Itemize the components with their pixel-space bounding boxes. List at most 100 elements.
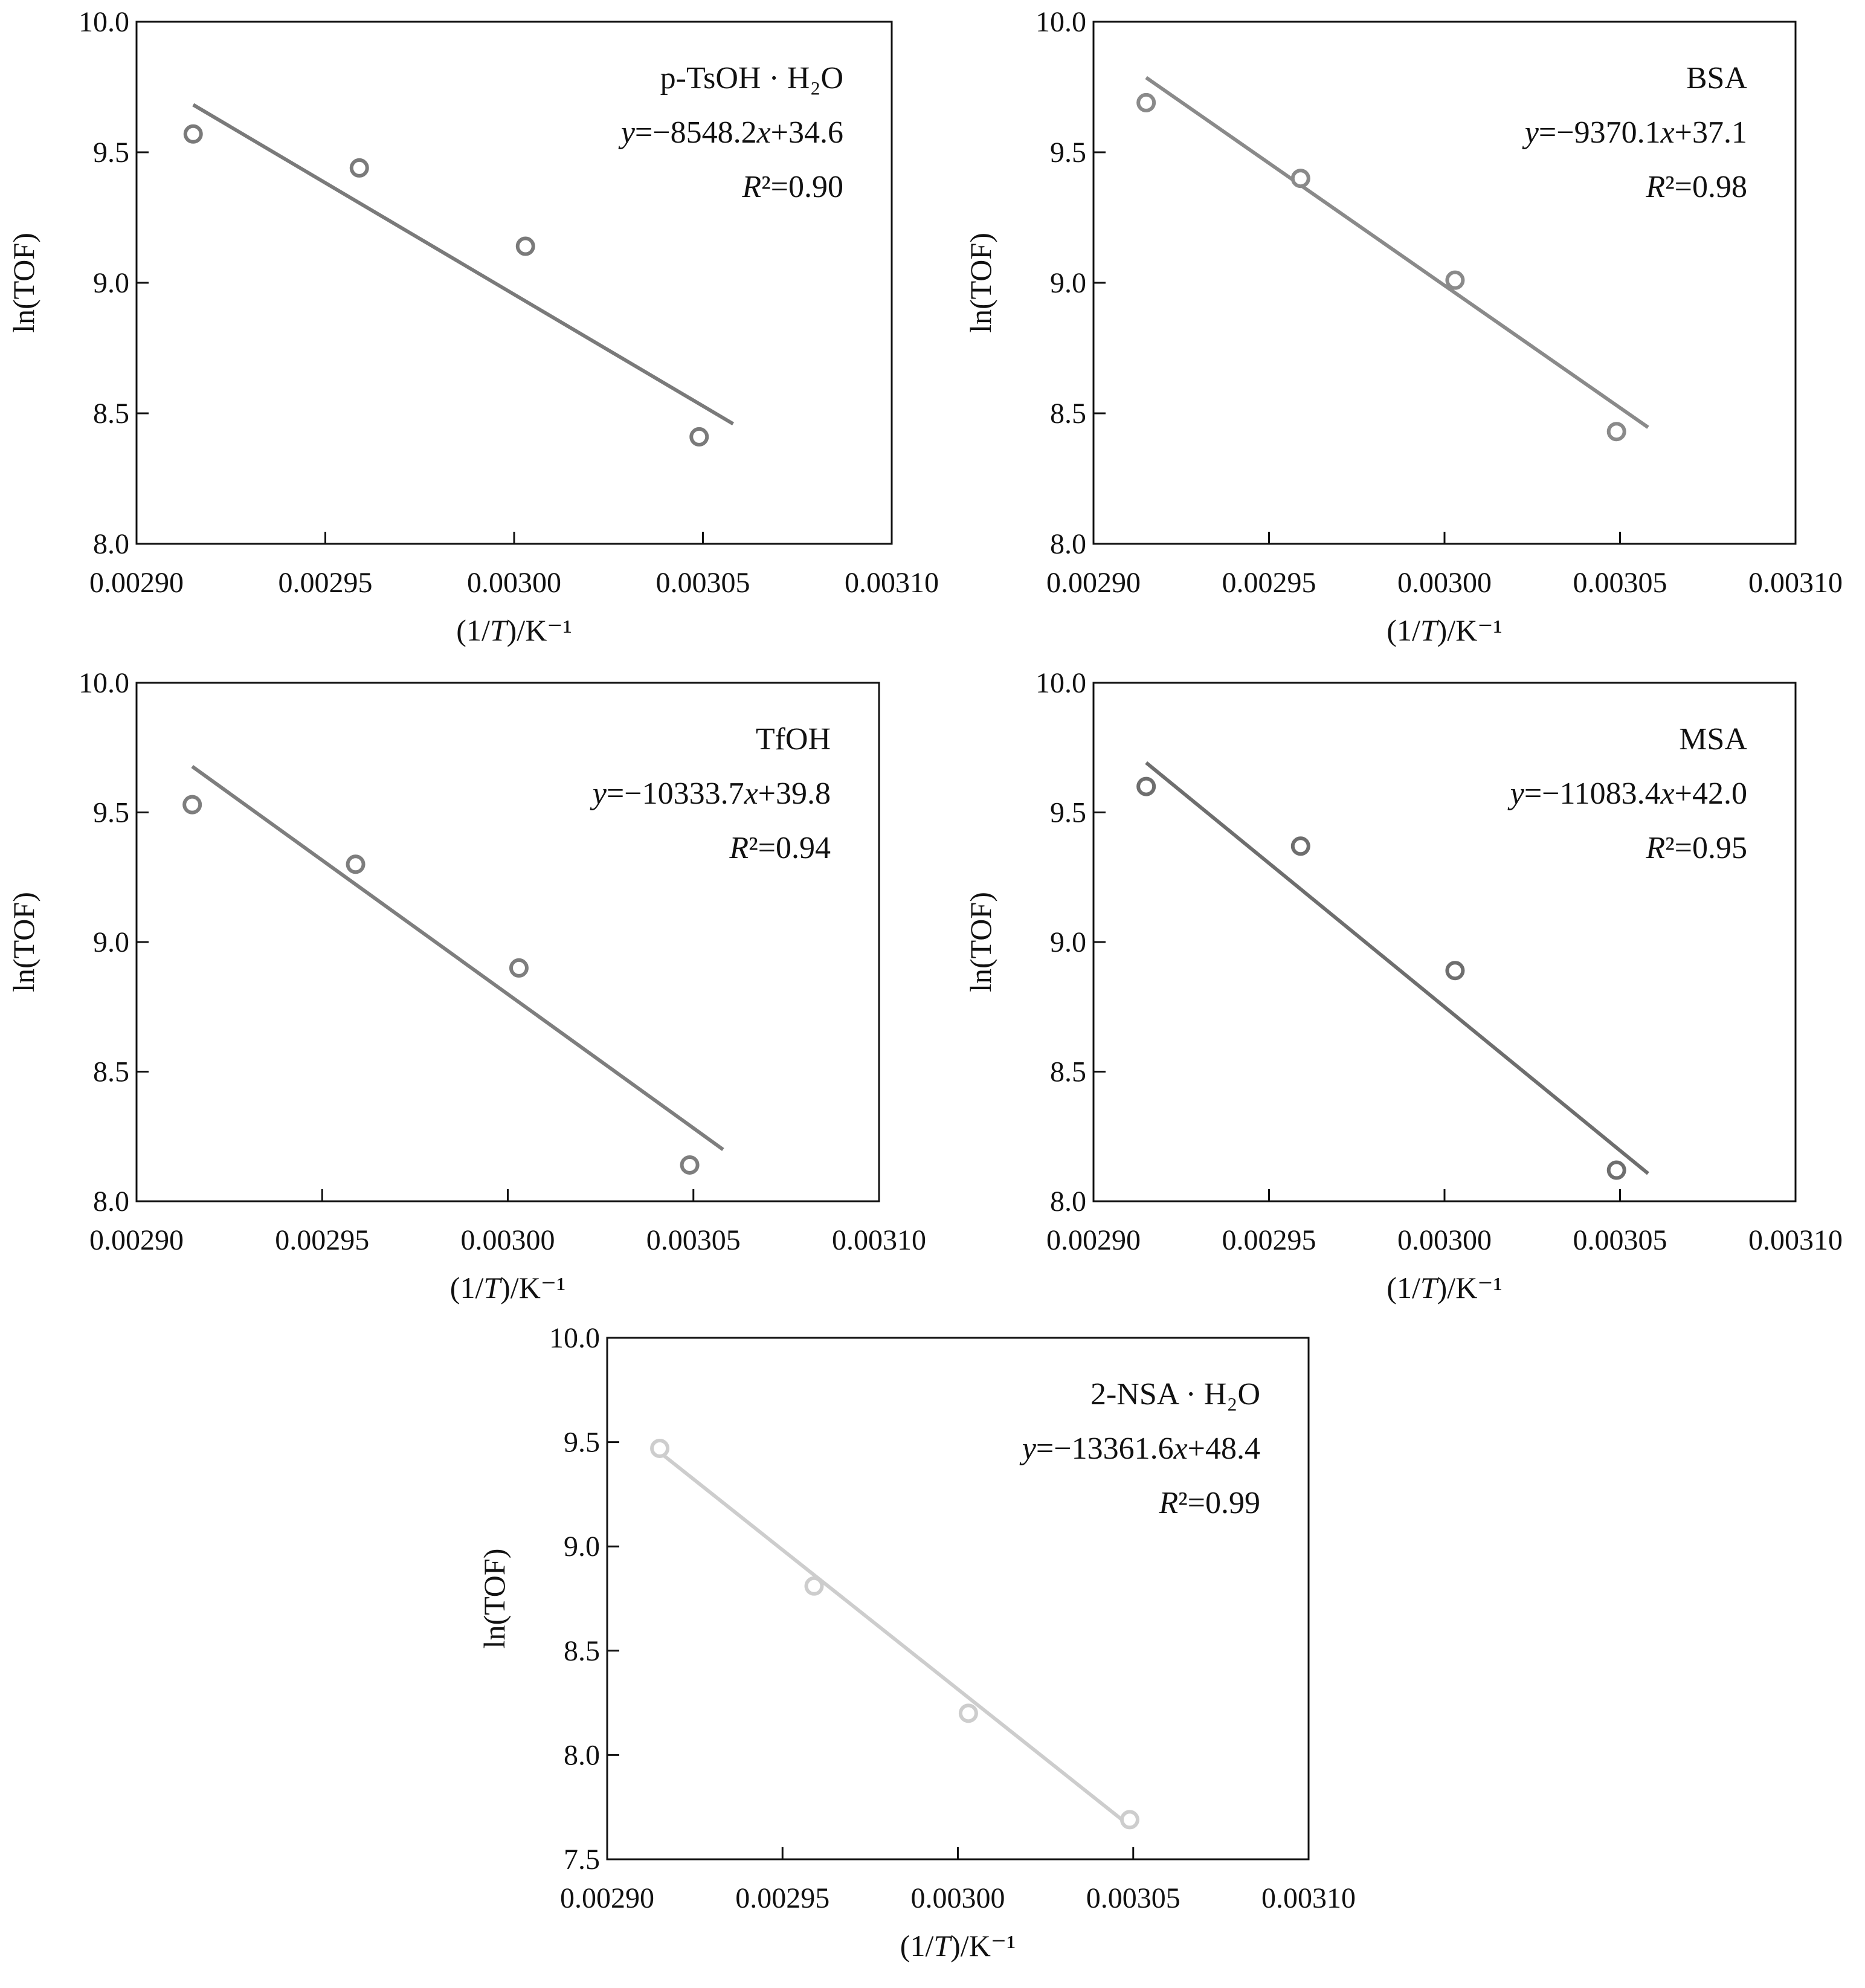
plot-frame <box>1092 682 1797 1202</box>
y-tick-label: 10.0 <box>1036 6 1086 38</box>
fit-line <box>192 103 735 426</box>
data-point <box>1606 1160 1626 1180</box>
y-tick-label: 8.5 <box>564 1635 600 1667</box>
r-squared-label: R²=0.94 <box>729 831 831 865</box>
y-tick-label: 9.0 <box>564 1531 600 1563</box>
x-tick-label: 0.00290 <box>1046 1224 1141 1256</box>
x-tick-label: 0.00290 <box>560 1882 654 1914</box>
x-tick-label: 0.00295 <box>1222 567 1316 599</box>
series-name-label: TfOH <box>756 722 831 757</box>
x-tick-label: 0.00305 <box>1573 1224 1667 1256</box>
x-tick-label: 0.00305 <box>1086 1882 1181 1914</box>
data-point <box>1445 270 1465 290</box>
plot-frame <box>606 1337 1310 1861</box>
y-axis-label: ln(TOF) <box>7 233 40 333</box>
fit-line <box>191 765 724 1151</box>
y-tick-label: 9.5 <box>1050 137 1086 169</box>
chart-panel-2: 0.00290 0.00295 0.00300 0.00305 0.00310 8.0 8.… <box>964 6 1843 647</box>
chart-panel-4: 0.00290 0.00295 0.00300 0.00305 0.00310 8.0 8.… <box>964 667 1843 1305</box>
y-tick-label: 8.0 <box>93 1186 129 1218</box>
y-axis-label: ln(TOF) <box>477 1549 511 1649</box>
r-squared-label: R²=0.90 <box>741 170 843 204</box>
x-tick-label: 0.00295 <box>279 567 373 599</box>
r-squared-label: R²=0.98 <box>1645 170 1747 204</box>
data-point <box>1606 422 1626 442</box>
x-tick-label: 0.00310 <box>1748 567 1843 599</box>
x-axis-label: (1/T)/K⁻¹ <box>900 1929 1016 1963</box>
x-tick-label: 0.00300 <box>1397 567 1492 599</box>
data-point <box>182 795 202 815</box>
plot-frame <box>135 682 880 1202</box>
y-tick-label: 10.0 <box>1036 667 1086 699</box>
r-squared-label: R²=0.95 <box>1645 831 1747 865</box>
chart-panel-1: 0.00290 0.00295 0.00300 0.00305 0.00310 8.0 8.… <box>7 6 939 647</box>
y-tick-label: 10.0 <box>549 1322 600 1354</box>
x-axis-label: (1/T)/K⁻¹ <box>1387 613 1502 647</box>
x-tick-label: 0.00300 <box>467 567 561 599</box>
data-point <box>346 854 366 874</box>
series-name-label: BSA <box>1686 61 1748 95</box>
y-tick-label: 9.5 <box>564 1427 600 1459</box>
y-tick-label: 8.5 <box>1050 1056 1086 1088</box>
y-tick-label: 7.5 <box>564 1844 600 1876</box>
y-axis-label: ln(TOF) <box>964 233 997 333</box>
y-tick-label: 8.0 <box>1050 1186 1086 1218</box>
series-name-label: MSA <box>1679 722 1747 757</box>
y-tick-label: 9.5 <box>93 797 129 829</box>
data-point <box>1290 836 1310 856</box>
y-tick-label: 9.0 <box>1050 926 1086 958</box>
fit-line <box>1145 76 1649 429</box>
x-tick-label: 0.00310 <box>1748 1224 1843 1256</box>
data-point <box>680 1155 700 1175</box>
x-tick-label: 0.00300 <box>1397 1224 1492 1256</box>
x-tick-label: 0.00310 <box>845 567 939 599</box>
x-tick-label: 0.00300 <box>461 1224 555 1256</box>
y-axis-label: ln(TOF) <box>964 892 997 992</box>
x-axis-label: (1/T)/K⁻¹ <box>450 1271 565 1305</box>
x-tick-label: 0.00295 <box>275 1224 369 1256</box>
fit-equation: y=−9370.1x+37.1 <box>1522 115 1747 150</box>
fit-equation: y=−13361.6x+48.4 <box>1019 1431 1260 1466</box>
x-tick-label: 0.00290 <box>1046 567 1141 599</box>
fit-equation: y=−10333.7x+39.8 <box>590 776 831 811</box>
x-tick-label: 0.00290 <box>89 567 184 599</box>
series-name-label: 2-NSA · H₂O <box>1090 1377 1260 1412</box>
x-tick-label: 0.00310 <box>832 1224 926 1256</box>
y-tick-label: 8.0 <box>564 1739 600 1771</box>
x-axis-label: (1/T)/K⁻¹ <box>1387 1271 1502 1305</box>
x-tick-label: 0.00290 <box>89 1224 184 1256</box>
fit-equation: y=−11083.4x+42.0 <box>1507 776 1747 811</box>
x-tick-label: 0.00305 <box>646 1224 741 1256</box>
data-point <box>958 1703 978 1723</box>
x-tick-label: 0.00295 <box>735 1882 829 1914</box>
data-point <box>509 958 529 978</box>
y-tick-label: 9.5 <box>1050 797 1086 829</box>
x-tick-label: 0.00305 <box>656 567 750 599</box>
plot-frame <box>135 21 893 545</box>
data-point <box>1445 961 1465 981</box>
x-tick-label: 0.00310 <box>1261 1882 1356 1914</box>
y-tick-label: 8.0 <box>93 528 129 560</box>
y-tick-label: 9.5 <box>93 137 129 169</box>
data-point <box>650 1438 670 1458</box>
y-tick-label: 9.0 <box>93 926 129 958</box>
fit-equation: y=−8548.2x+34.6 <box>618 115 843 150</box>
chart-panel-5: 0.00290 0.00295 0.00300 0.00305 0.00310 7.5 8.… <box>477 1322 1356 1963</box>
y-tick-label: 10.0 <box>79 6 129 38</box>
data-point <box>1136 776 1156 796</box>
r-squared-label: R²=0.99 <box>1158 1486 1260 1520</box>
data-point <box>689 427 709 447</box>
data-point <box>183 124 203 144</box>
y-tick-label: 10.0 <box>79 667 129 699</box>
plot-frame <box>1092 21 1797 545</box>
data-point <box>1136 92 1156 112</box>
x-tick-label: 0.00300 <box>911 1882 1005 1914</box>
y-tick-label: 8.0 <box>1050 528 1086 560</box>
data-point <box>804 1576 824 1596</box>
fit-line <box>659 1451 1131 1827</box>
data-point <box>349 158 369 178</box>
y-tick-label: 8.5 <box>93 398 129 430</box>
x-tick-label: 0.00305 <box>1573 567 1667 599</box>
y-tick-label: 8.5 <box>93 1056 129 1088</box>
